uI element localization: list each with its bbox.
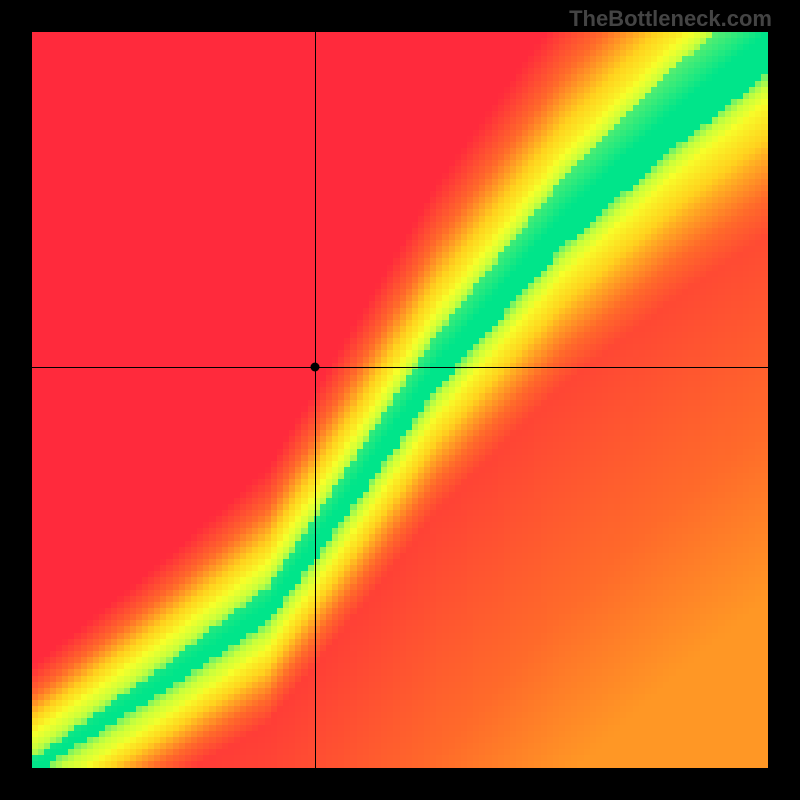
plot-frame xyxy=(32,32,768,768)
heatmap-canvas xyxy=(32,32,768,768)
marker-dot xyxy=(311,362,320,371)
watermark-text: TheBottleneck.com xyxy=(569,6,772,32)
crosshair-horizontal xyxy=(32,367,768,368)
crosshair-vertical xyxy=(315,32,316,768)
